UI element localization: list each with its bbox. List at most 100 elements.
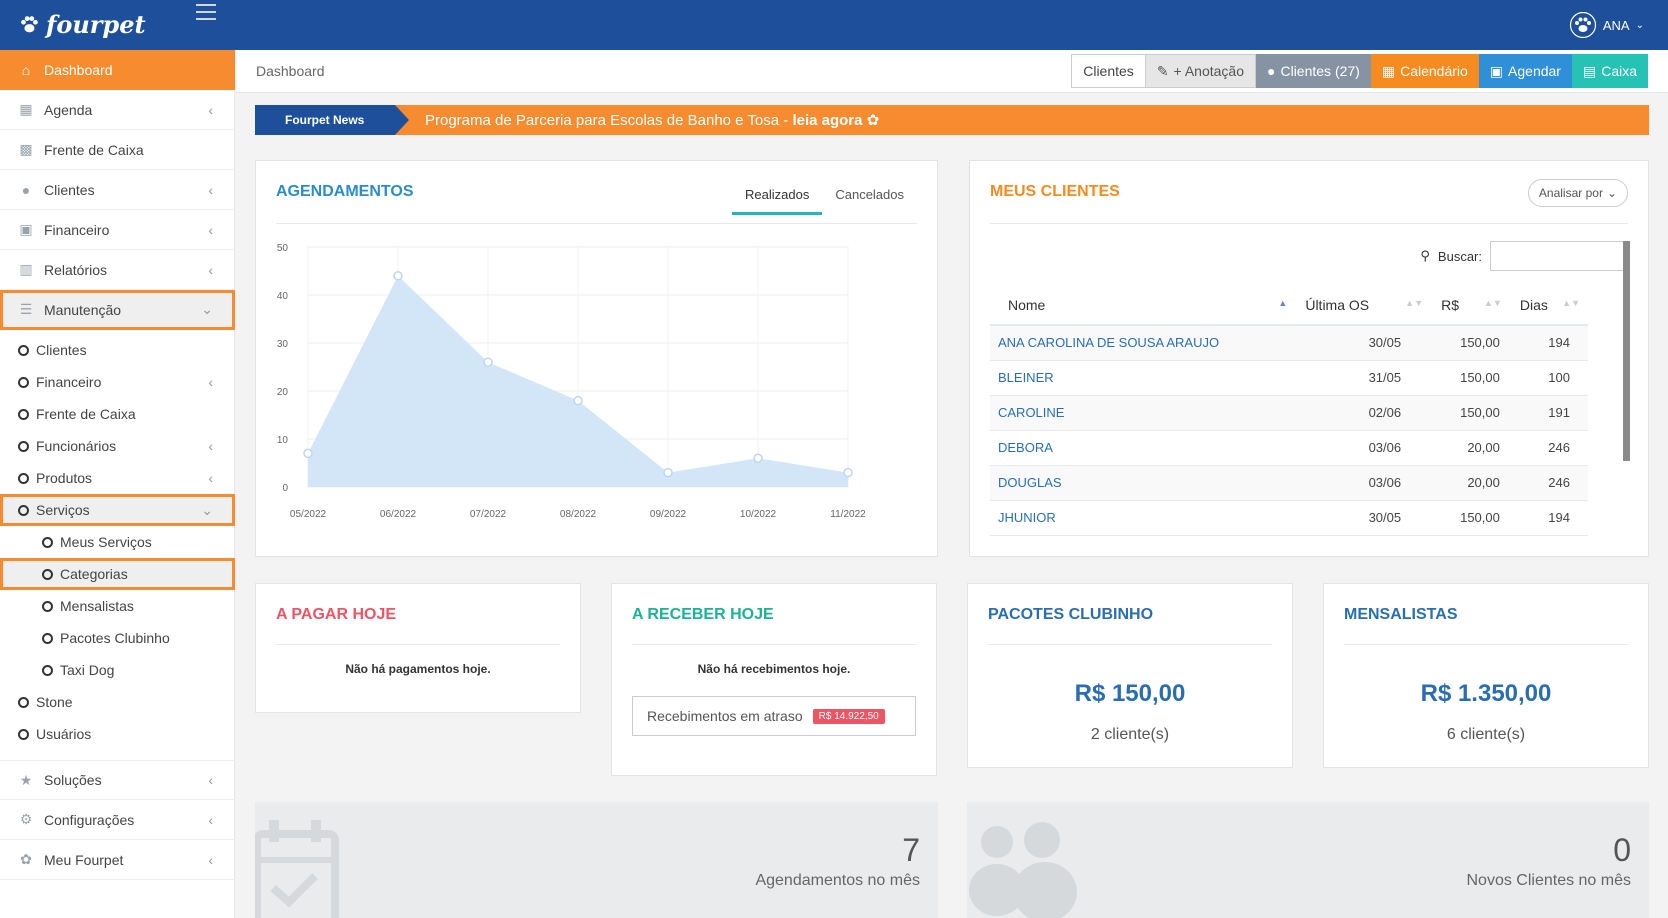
submenu-item-mensalistas[interactable]: Mensalistas [42,590,235,622]
meus-clientes-panel: MEUS CLIENTES Analisar por ⌄ ⚲ Buscar: N… [969,160,1649,557]
submenu-item-clientes[interactable]: Clientes [18,334,235,366]
star-icon: ★ [19,771,33,788]
paw-icon: ✿ [866,112,880,129]
ultima-os-cell: 31/05 [1295,360,1432,396]
chevron-left-icon: ‹ [208,221,213,238]
submenu-item-label: Frente de Caixa [36,406,136,422]
submenu-item-servicos[interactable]: Serviços ⌄ [0,494,235,526]
paw-icon: ✿ [20,851,32,867]
submenu-item-pacotes-clubinho[interactable]: Pacotes Clubinho [42,622,235,654]
submenu-item-taxi-dog[interactable]: Taxi Dog [42,654,235,686]
analisar-por-button[interactable]: Analisar por ⌄ [1527,179,1628,207]
client-name-link[interactable]: CAROLINE [998,405,1065,420]
sidebar-item-label: Clientes [44,181,95,198]
chevron-down-icon: ⌄ [1606,186,1617,200]
submenu-item-label: Clientes [36,342,87,358]
user-menu[interactable]: ANA ⌄ [1569,12,1644,38]
table-row[interactable]: ANA CAROLINA DE SOUSA ARAUJO 30/05 150,00 1… [990,325,1588,361]
sidebar-item-label: Dashboard [44,62,113,78]
data-point [483,357,493,367]
sidebar-item-clientes[interactable]: ● Clientes ‹ [0,170,235,210]
chevron-left-icon: ‹ [208,851,213,868]
a-pagar-panel: A PAGAR HOJE Não há pagamentos hoje. [255,583,581,713]
ultima-os-cell: 03/06 [1295,465,1432,501]
news-tag: Fourpet News [255,105,409,135]
y-tick-label: 40 [277,291,289,302]
submenu-item-produtos[interactable]: Produtos ‹ [18,462,235,494]
chevron-down-icon: ⌄ [201,301,213,317]
table-scrollbar[interactable] [1623,241,1630,461]
column-header-nome[interactable]: Nome ▲ [990,285,1296,326]
news-text: Programa de Parceria para Escolas de Ban… [425,111,879,129]
submenu-item-label: Financeiro [36,374,102,390]
submenu-item-financeiro[interactable]: Financeiro ‹ [18,366,235,398]
client-name-link[interactable]: DOUGLAS [998,475,1062,490]
sidebar-item-manutencao[interactable]: ☰ Manutenção ⌄ [0,290,235,330]
sidebar-item-solucoes[interactable]: ★ Soluções ‹ [0,760,235,800]
tab-realizados[interactable]: Realizados [732,187,823,215]
agendar-button[interactable]: ▣ Agendar [1478,54,1572,88]
dias-cell: 191 [1509,395,1588,431]
logo-text: fourpet [46,10,146,39]
client-name-link[interactable]: DEBORA [998,440,1053,455]
submenu-item-categorias[interactable]: Categorias [0,558,235,590]
sidebar-item-financeiro[interactable]: ▣ Financeiro ‹ [0,210,235,250]
tab-cancelados[interactable]: Cancelados [835,187,904,202]
clientes-button[interactable]: Clientes [1071,54,1146,88]
pacotes-clubinho-title: PACOTES CLUBINHO [988,606,1154,623]
column-header-valor[interactable]: R$ ▲▼ [1431,285,1510,326]
chevron-left-icon: ‹ [208,101,213,118]
column-header-ultima-os[interactable]: Última OS ▲▼ [1295,285,1432,326]
caixa-button-label: Caixa [1601,63,1637,79]
submenu-item-meus-servicos[interactable]: Meus Serviços [42,526,235,558]
table-row[interactable]: DOUGLAS 03/06 20,00 246 [990,465,1588,501]
submenu-item-funcionarios[interactable]: Funcionários ‹ [18,430,235,462]
table-row[interactable]: JHUNIOR 30/05 150,00 194 [990,500,1588,536]
submenu-item-stone[interactable]: Stone [18,686,235,718]
caixa-button[interactable]: ▤ Caixa [1571,54,1648,88]
client-name-link[interactable]: ANA CAROLINA DE SOUSA ARAUJO [998,335,1220,351]
submenu-item-label: Pacotes Clubinho [60,630,170,646]
recebimentos-atraso-label: Recebimentos em atraso [647,708,803,724]
sidebar-item-frente-de-caixa[interactable]: ▩ Frente de Caixa [0,130,235,170]
app-logo[interactable]: fourpet [18,10,146,39]
users-icon [969,822,1077,918]
table-row[interactable]: DEBORA 03/06 20,00 246 [990,430,1588,466]
calendario-button[interactable]: ▦ Calendário [1370,54,1479,88]
table-row[interactable]: CAROLINE 02/06 150,00 191 [990,395,1588,431]
valor-cell: 150,00 [1431,500,1510,536]
menu-toggle-icon[interactable] [196,4,216,20]
stat-agendamentos-mes: 7 Agendamentos no mês [255,802,938,918]
anotacao-button[interactable]: ✎ + Anotação [1145,54,1256,88]
sidebar-item-configuracoes[interactable]: ⚙ Configurações ‹ [0,800,235,840]
submenu-item-label: Stone [36,694,73,710]
client-name-link[interactable]: JHUNIOR [998,510,1056,525]
clientes-count-button[interactable]: ● Clientes (27) [1256,54,1371,88]
sidebar-item-agenda[interactable]: ▦ Agenda ‹ [0,90,235,130]
users-icon: ● [1267,63,1276,79]
chevron-left-icon: ‹ [208,772,213,788]
news-banner[interactable]: Fourpet News Programa de Parceria para E… [255,105,1649,135]
sidebar-item-relatorios[interactable]: ▥ Relatórios ‹ [0,250,235,290]
recebimentos-atraso[interactable]: Recebimentos em atraso R$ 14.922,50 [632,696,916,736]
search-input[interactable] [1490,241,1628,271]
column-header-dias[interactable]: Dias ▲▼ [1509,285,1588,326]
table-row[interactable]: BLEINER 31/05 150,00 100 [990,360,1588,396]
valor-cell: 20,00 [1431,465,1510,501]
stat-label: Agendamentos no mês [755,872,920,889]
circle-icon [18,440,29,452]
divider [276,644,560,645]
sidebar-item-meu-fourpet[interactable]: ✿ Meu Fourpet ‹ [0,840,235,880]
x-tick-label: 07/2022 [470,509,507,520]
submenu-item-frente-de-caixa[interactable]: Frente de Caixa [18,398,235,430]
submenu-item-label: Usuários [36,726,92,742]
sidebar-item-dashboard[interactable]: ⌂ Dashboard [0,50,235,90]
submenu-item-label: Taxi Dog [60,662,115,678]
analisar-por-label: Analisar por [1538,186,1603,200]
dias-cell: 246 [1509,465,1588,501]
news-link[interactable]: leia agora [792,112,863,129]
submenu-item-usuarios[interactable]: Usuários [18,718,235,750]
client-name-link[interactable]: BLEINER [998,370,1054,385]
gears-icon: ⚙ [19,811,33,827]
x-tick-label: 11/2022 [830,509,866,520]
